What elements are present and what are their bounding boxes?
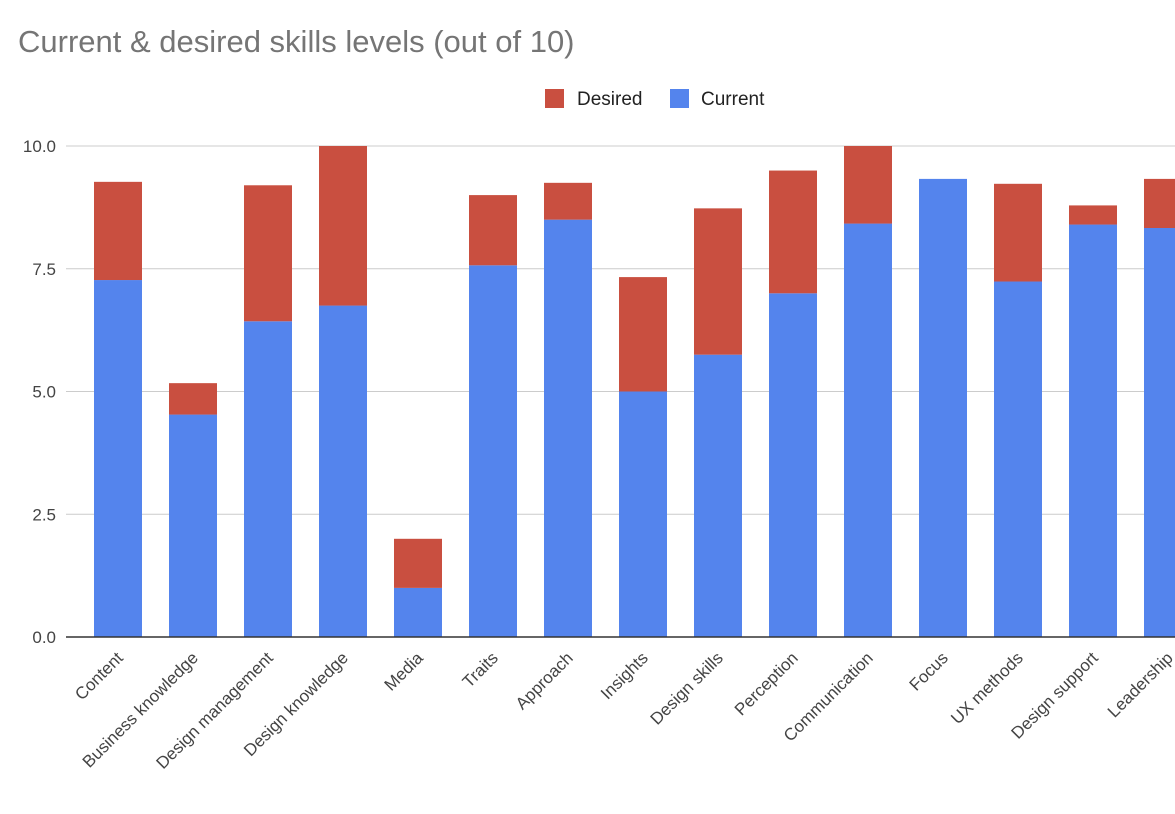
bar-current	[769, 293, 817, 637]
bar-current	[1144, 227, 1175, 637]
bar-desired	[1144, 178, 1175, 228]
chart-title: Current & desired skills levels (out of …	[18, 24, 575, 59]
bar-desired	[244, 185, 292, 322]
bar-desired	[319, 146, 367, 306]
bar-desired	[844, 146, 892, 224]
bar-current	[994, 281, 1042, 637]
bars	[94, 146, 1175, 637]
x-tick-label: Perception	[731, 648, 802, 719]
legend-item: Current	[670, 89, 765, 110]
legend-label: Desired	[577, 89, 642, 110]
y-tick-label: 10.0	[23, 137, 56, 156]
x-tick-label: Design skills	[647, 648, 727, 728]
bar-current	[394, 587, 442, 637]
x-tick-label: Leadership	[1104, 648, 1175, 721]
x-tick-label: Insights	[597, 648, 652, 703]
y-tick-label: 5.0	[32, 383, 56, 402]
x-tick-label: Media	[381, 648, 428, 695]
y-tick-label: 7.5	[32, 260, 56, 279]
x-tick-label: Content	[71, 648, 127, 704]
bar-desired	[469, 195, 517, 266]
x-tick-label: Approach	[512, 648, 577, 713]
bar-desired	[694, 208, 742, 355]
bar-current	[244, 321, 292, 637]
bar-desired	[619, 277, 667, 392]
bar-current	[1069, 224, 1117, 637]
bar-current	[469, 265, 517, 637]
bar-current	[319, 305, 367, 637]
bar-current	[619, 391, 667, 637]
bar-current	[94, 280, 142, 637]
x-tick-label: Focus	[906, 648, 952, 694]
legend-item: Desired	[545, 89, 642, 110]
legend-swatch	[670, 89, 689, 108]
bar-desired	[94, 181, 142, 281]
bar-current	[544, 219, 592, 637]
bar-desired	[994, 183, 1042, 282]
x-tick-label: UX methods	[947, 648, 1027, 728]
bar-desired	[1069, 205, 1117, 225]
bar-current	[919, 178, 967, 637]
bar-current	[694, 354, 742, 637]
bar-desired	[394, 538, 442, 588]
y-tick-label: 0.0	[32, 628, 56, 647]
y-tick-label: 2.5	[32, 505, 56, 524]
legend-label: Current	[701, 89, 765, 110]
bar-desired	[169, 383, 217, 415]
bar-desired	[769, 170, 817, 294]
x-tick-label: Traits	[459, 648, 502, 691]
legend: Desired Current	[545, 89, 765, 110]
legend-swatch	[545, 89, 564, 108]
bar-desired	[544, 182, 592, 220]
y-axis: 0.0 2.5 5.0 7.5 10.0	[23, 137, 56, 647]
bar-current	[169, 414, 217, 637]
bar-current	[844, 223, 892, 637]
